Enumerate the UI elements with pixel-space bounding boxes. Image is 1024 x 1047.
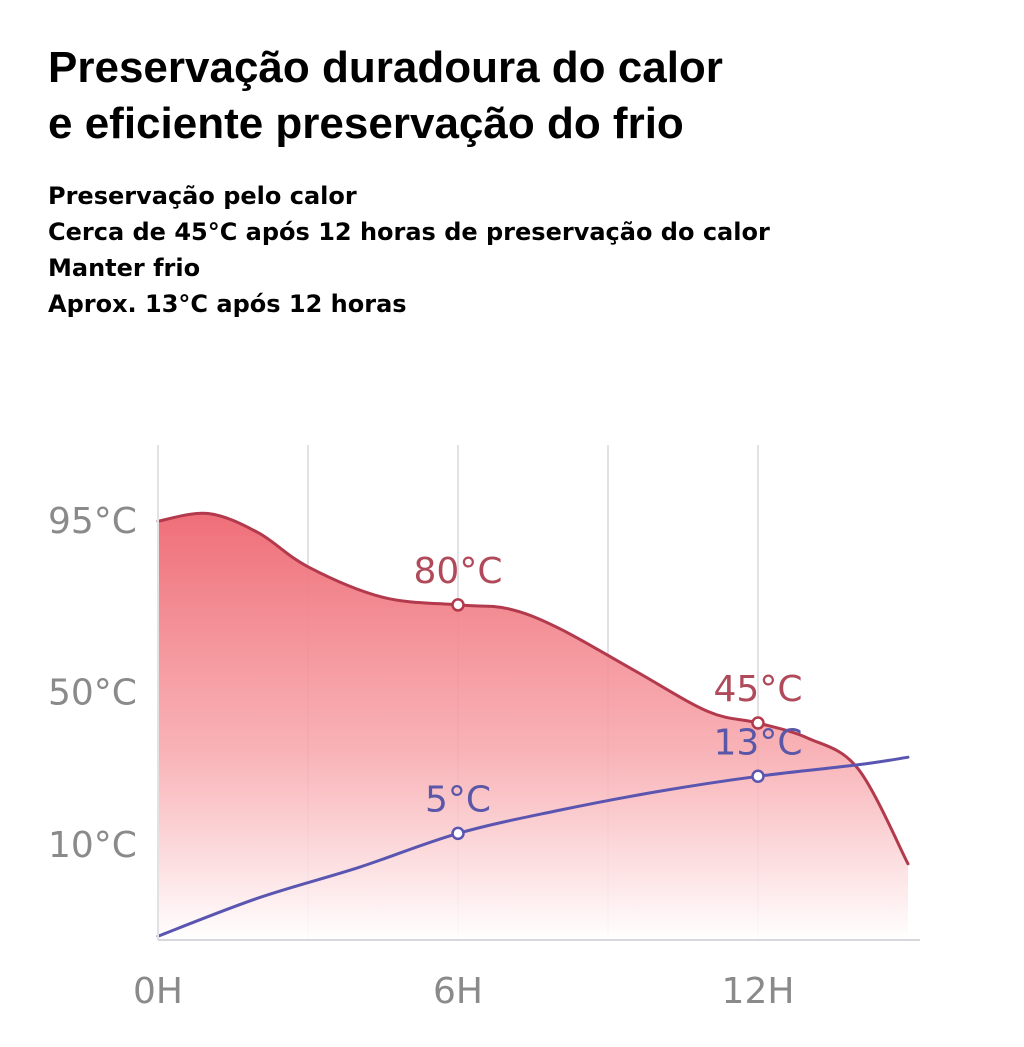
y-tick-label-0: 95°C	[48, 501, 137, 542]
series-1-data-label-0: 5°C	[425, 779, 491, 820]
series-0-data-label-1: 45°C	[714, 669, 803, 710]
x-tick-label-2: 12H	[722, 971, 795, 1012]
series-0-area	[158, 513, 908, 940]
note-cold-detail: Aprox. 13°C após 12 horas	[48, 290, 407, 318]
temperature-chart: 80°C 45°C 5°C 13°C 95°C 50°C 10°C 0H 6H 12H	[48, 445, 920, 1012]
y-tick-label-1: 50°C	[48, 673, 137, 714]
series-0-data-label-0: 80°C	[414, 551, 503, 592]
note-cold-heading: Manter frio	[48, 254, 201, 282]
area-layer	[158, 513, 908, 940]
label-layer: 80°C 45°C 5°C 13°C	[414, 551, 803, 820]
series-1-data-label-1: 13°C	[714, 722, 803, 763]
y-tick-label-2: 10°C	[48, 825, 137, 866]
title-line-1: Preservação duradoura do calor	[48, 43, 723, 92]
point-layer	[451, 598, 765, 841]
note-heat-heading: Preservação pelo calor	[48, 182, 357, 210]
line-layer	[156, 511, 910, 938]
series-0-line	[156, 511, 910, 866]
series-1-line	[156, 755, 910, 938]
series-1-point-0	[451, 826, 465, 841]
axis-layer: 95°C 50°C 10°C 0H 6H 12H	[48, 445, 920, 1012]
series-1-point-1	[751, 769, 765, 784]
series-0-point-0	[451, 598, 465, 612]
series-0-point-1	[751, 716, 765, 730]
feature-notes: Preservação pelo calor Cerca de 45°C apó…	[48, 178, 1008, 322]
page-title: Preservação duradoura do calor e eficien…	[48, 40, 1008, 152]
note-heat-detail: Cerca de 45°C após 12 horas de preservaç…	[48, 218, 770, 246]
title-line-2: e eficiente preservação do frio	[48, 99, 684, 148]
x-tick-label-0: 0H	[133, 971, 183, 1012]
x-tick-label-1: 6H	[433, 971, 483, 1012]
